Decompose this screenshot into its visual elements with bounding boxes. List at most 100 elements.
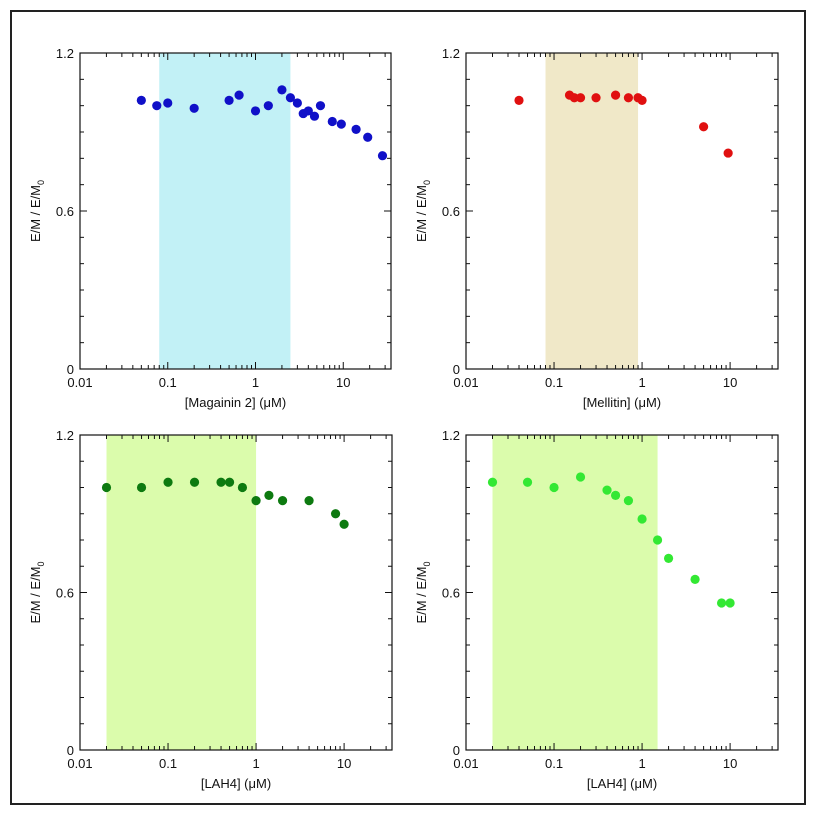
y-tick-label: 1.2 <box>56 46 74 61</box>
x-tick-label: 0.1 <box>545 375 563 390</box>
panel-2: 0.01 0.1 1 10 0 0.6 1.2 [Mellitin] (μM) E/M / E/… <box>414 46 779 410</box>
data-point <box>610 90 621 100</box>
x-tick-label: 10 <box>336 375 350 390</box>
data-point <box>315 101 326 111</box>
shaded-band <box>545 53 639 369</box>
x-axis-label: [LAH4] (μM) <box>201 776 271 791</box>
x-tick-label: 1 <box>252 756 259 771</box>
x-tick-label: 0.01 <box>453 375 478 390</box>
x-axis-label: [LAH4] (μM) <box>587 776 657 791</box>
y-tick-label: 0.6 <box>56 204 74 219</box>
x-axis-label: [Mellitin] (μM) <box>583 395 661 410</box>
data-point <box>136 482 147 493</box>
x-tick-label: 10 <box>337 756 351 771</box>
data-point <box>575 93 586 103</box>
data-point <box>514 95 524 105</box>
data-point <box>716 598 727 608</box>
data-point <box>690 574 700 584</box>
y-axis-label: E/M / E/M0 <box>28 561 46 623</box>
data-point <box>224 95 234 105</box>
y-tick-label: 1.2 <box>56 428 74 443</box>
data-point <box>189 103 199 113</box>
y-tick-label: 0.6 <box>442 586 460 601</box>
y-tick-label: 0.6 <box>56 586 74 601</box>
panel-1: 0.01 0.1 1 10 0 0.6 1.2 [Magainin 2] (μM) E/M / … <box>28 46 392 410</box>
data-point <box>285 93 296 103</box>
data-point <box>292 98 302 108</box>
x-tick-label: 0.01 <box>453 756 478 771</box>
y-tick-label: 1.2 <box>442 46 460 61</box>
data-point <box>163 477 173 487</box>
x-tick-label: 10 <box>723 375 737 390</box>
data-point <box>234 90 244 100</box>
x-tick-label: 1 <box>638 756 645 771</box>
y-axis-label-subscript: 0 <box>36 180 46 185</box>
data-point <box>336 119 346 129</box>
data-point <box>224 477 235 487</box>
x-tick-label: 0.1 <box>545 756 563 771</box>
y-axis-label-subscript: 0 <box>36 561 46 566</box>
data-point <box>277 496 288 506</box>
data-point <box>304 496 314 506</box>
y-tick-label: 0 <box>453 362 460 377</box>
y-tick-label: 1.2 <box>442 428 460 443</box>
shaded-band <box>492 435 658 750</box>
data-point <box>330 509 341 519</box>
x-tick-label: 0.1 <box>159 375 177 390</box>
data-point <box>652 535 663 545</box>
data-point <box>637 514 647 524</box>
data-point <box>237 482 248 493</box>
data-point <box>303 106 313 116</box>
y-axis-label-subscript: 0 <box>422 561 432 566</box>
y-axis-label-subscript: 0 <box>422 180 432 185</box>
data-point <box>152 101 162 111</box>
data-point <box>699 122 709 132</box>
y-axis-label: E/M / E/M0 <box>414 561 432 623</box>
x-tick-label: 1 <box>252 375 259 390</box>
data-point <box>251 496 261 506</box>
y-tick-label: 0.6 <box>442 204 460 219</box>
data-point <box>610 490 621 500</box>
data-point <box>725 598 735 608</box>
data-point <box>623 93 634 103</box>
data-point <box>351 124 361 134</box>
y-axis-label-main: E/M / E/M <box>28 566 43 623</box>
x-tick-label: 10 <box>723 756 737 771</box>
y-tick-label: 0 <box>67 362 74 377</box>
y-axis-label: E/M / E/M0 <box>414 180 432 242</box>
data-point <box>377 151 388 161</box>
data-point <box>216 477 226 487</box>
data-point <box>263 101 273 111</box>
data-point <box>339 519 349 529</box>
y-axis-label-main: E/M / E/M <box>28 185 43 242</box>
data-point <box>136 95 146 105</box>
y-tick-label: 0 <box>67 743 74 758</box>
x-tick-label: 0.01 <box>67 375 92 390</box>
shaded-band <box>106 435 257 750</box>
data-point <box>575 472 586 482</box>
data-point <box>250 106 261 116</box>
data-point <box>623 496 634 506</box>
data-point <box>163 98 173 108</box>
data-point <box>264 490 274 500</box>
data-point <box>663 553 674 563</box>
x-axis-label: [Magainin 2] (μM) <box>185 395 286 410</box>
data-point <box>487 477 498 487</box>
data-point <box>723 148 733 158</box>
x-tick-label: 0.1 <box>159 756 177 771</box>
data-point <box>309 111 320 121</box>
data-point <box>522 477 533 487</box>
data-point <box>189 477 200 487</box>
y-axis-label-main: E/M / E/M <box>414 185 429 242</box>
data-point <box>363 132 373 142</box>
y-tick-label: 0 <box>453 743 460 758</box>
data-point <box>591 93 601 103</box>
x-tick-label: 1 <box>638 375 645 390</box>
data-point <box>637 95 647 105</box>
y-axis-label-main: E/M / E/M <box>414 566 429 623</box>
data-point <box>327 116 337 127</box>
data-point <box>101 482 112 493</box>
